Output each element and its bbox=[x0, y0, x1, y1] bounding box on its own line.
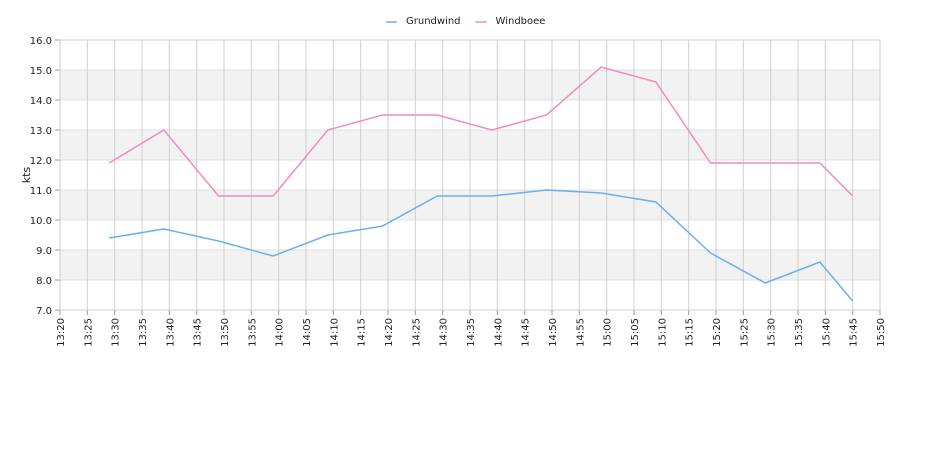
x-tick-label: 15:00 bbox=[603, 318, 614, 347]
x-tick-label: 14:20 bbox=[384, 318, 395, 347]
y-tick-label: 16.0 bbox=[30, 36, 52, 47]
x-tick-label: 15:40 bbox=[821, 318, 832, 347]
x-tick-label: 14:30 bbox=[439, 318, 450, 347]
y-tick-label: 7.0 bbox=[36, 306, 52, 317]
y-tick-label: 15.0 bbox=[30, 66, 52, 77]
plot-border bbox=[59, 39, 881, 311]
x-tick-label: 15:05 bbox=[630, 318, 641, 347]
x-tick-label: 13:35 bbox=[138, 318, 149, 347]
legend-label: Windboee bbox=[496, 16, 546, 27]
y-tick-label: 11.0 bbox=[30, 186, 52, 197]
y-tick-label: 10.0 bbox=[30, 216, 52, 227]
y-tick-label: 13.0 bbox=[30, 126, 52, 137]
x-tick-label: 13:30 bbox=[111, 318, 122, 347]
x-tick-label: 15:15 bbox=[685, 318, 696, 347]
x-tick-label: 14:45 bbox=[521, 318, 532, 347]
x-tick-label: 15:20 bbox=[712, 318, 723, 347]
x-tick-label: 15:45 bbox=[849, 318, 860, 347]
y-tick-label: 12.0 bbox=[30, 156, 52, 167]
x-tick-label: 14:50 bbox=[548, 318, 559, 347]
x-tick-label: 15:35 bbox=[794, 318, 805, 347]
x-tick-label: 15:50 bbox=[876, 318, 887, 347]
x-tick-label: 13:25 bbox=[83, 318, 94, 347]
y-tick-label: 9.0 bbox=[36, 246, 52, 257]
x-tick-label: 15:10 bbox=[657, 318, 668, 347]
y-tick-label: 14.0 bbox=[30, 96, 52, 107]
y-axis-label: kts bbox=[20, 167, 33, 184]
x-tick-label: 14:40 bbox=[493, 318, 504, 347]
x-tick-label: 13:45 bbox=[193, 318, 204, 347]
x-tick-label: 14:05 bbox=[302, 318, 313, 347]
y-tick-label: 8.0 bbox=[36, 276, 52, 287]
x-tick-label: 14:15 bbox=[357, 318, 368, 347]
x-tick-label: 14:25 bbox=[411, 318, 422, 347]
x-tick-label: 15:30 bbox=[767, 318, 778, 347]
legend-label: Grundwind bbox=[406, 16, 461, 27]
x-tick-label: 14:35 bbox=[466, 318, 477, 347]
x-tick-label: 14:10 bbox=[329, 318, 340, 347]
x-tick-label: 13:40 bbox=[165, 318, 176, 347]
x-tick-label: 15:25 bbox=[739, 318, 750, 347]
x-tick-label: 14:55 bbox=[575, 318, 586, 347]
x-tick-label: 13:55 bbox=[247, 318, 258, 347]
x-tick-label: 14:00 bbox=[275, 318, 286, 347]
series-line bbox=[108, 66, 854, 197]
series-line bbox=[109, 189, 854, 302]
x-tick-label: 13:20 bbox=[56, 318, 67, 347]
x-tick-label: 13:50 bbox=[220, 318, 231, 347]
